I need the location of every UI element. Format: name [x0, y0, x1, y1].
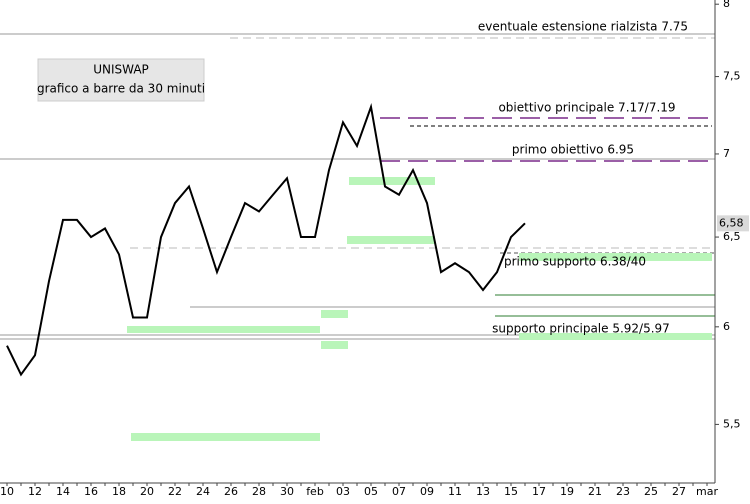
x-tick-label: 25: [644, 485, 658, 498]
x-tick-label: 05: [364, 485, 378, 498]
x-tick-label: feb: [306, 485, 324, 498]
x-tick-label: 14: [56, 485, 70, 498]
x-tick-label: 07: [392, 485, 406, 498]
x-tick-label: 22: [168, 485, 182, 498]
price-line: [6, 102, 526, 377]
annotation: primo supporto 6.38/40: [504, 255, 646, 269]
x-tick-label: 10: [0, 485, 14, 498]
y-tick-label: 6,5: [723, 230, 741, 243]
x-tick-label: 15: [504, 485, 518, 498]
annotation: eventuale estensione rialzista 7.75: [478, 20, 688, 34]
annotation: primo obiettivo 6.95: [512, 143, 634, 157]
x-tick-label: mar: [696, 485, 718, 498]
y-tick-label: 7,5: [723, 70, 741, 83]
y-tick-label: 7: [723, 147, 730, 160]
x-tick-label: 28: [252, 485, 266, 498]
price-zones: [127, 177, 712, 441]
x-tick-label: 13: [476, 485, 490, 498]
annotation: supporto principale 5.92/5.97: [492, 322, 670, 336]
y-tick-label: 5,5: [723, 417, 741, 430]
annotation: obiettivo principale 7.17/7.19: [498, 101, 675, 115]
x-tick-label: 09: [420, 485, 434, 498]
last-price-box: [717, 215, 749, 232]
last-price-label: 6,58: [719, 216, 744, 229]
x-tick-label: 21: [588, 485, 602, 498]
chart-subtitle: grafico a barre da 30 minuti: [37, 82, 205, 96]
x-tick-label: 17: [532, 485, 546, 498]
x-tick-label: 26: [224, 485, 238, 498]
x-tick-label: 12: [28, 485, 42, 498]
chart-title: UNISWAP: [93, 63, 149, 77]
x-tick-label: 11: [448, 485, 462, 498]
title-box: [37, 58, 205, 102]
x-tick-label: 20: [140, 485, 154, 498]
x-tick-label: 16: [84, 485, 98, 498]
y-tick-label: 8: [723, 0, 730, 10]
x-tick-label: 03: [336, 485, 350, 498]
x-tick-label: 19: [560, 485, 574, 498]
x-tick-label: 23: [616, 485, 630, 498]
x-tick-label: 30: [280, 485, 294, 498]
x-tick-label: 18: [112, 485, 126, 498]
x-tick-label: 27: [672, 485, 686, 498]
x-tick-label: 24: [196, 485, 210, 498]
y-tick-label: 6: [723, 320, 730, 333]
